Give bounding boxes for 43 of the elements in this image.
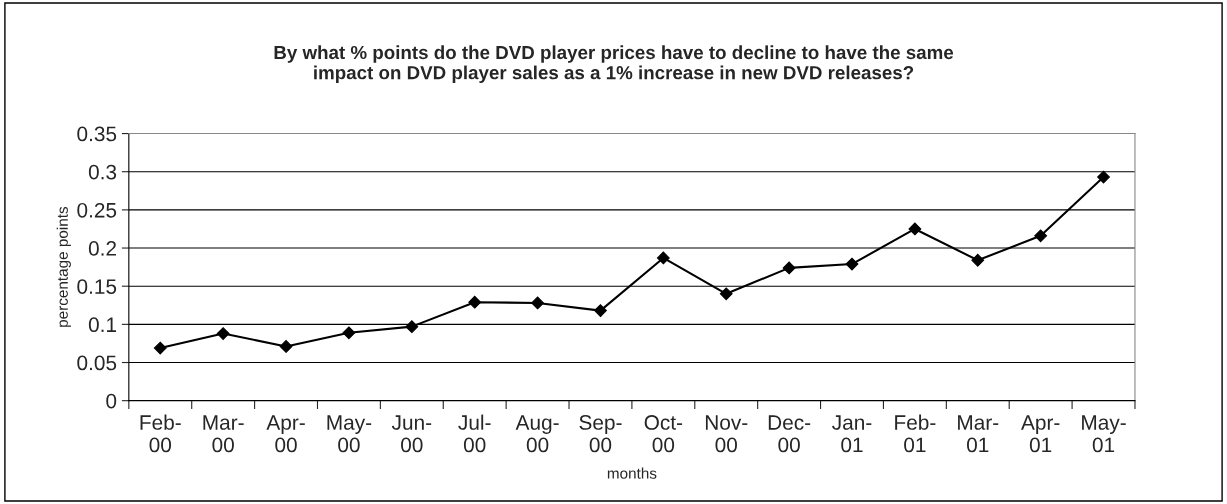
point [468,295,482,309]
point [656,251,670,265]
point [531,296,544,310]
x-tick-label: Mar- 00 [203,415,244,453]
point [594,304,607,318]
x-tick-label: Feb- 00 [140,414,181,453]
y-tick-label: 0.2 [88,241,116,256]
x-tick-label: May- 00 [327,415,372,453]
x-tick-label: Sep- 00 [579,415,622,453]
point [971,253,985,267]
point [153,341,167,355]
x-tick-label: Nov- 00 [705,415,748,453]
x-tick-label: May- 01 [1082,415,1126,453]
point [1097,170,1110,184]
point [216,327,230,340]
x-axis-title: months [607,467,657,479]
x-tick-label: Jun- 00 [391,415,432,453]
point [405,320,419,334]
x-tick-label: Aug- 00 [515,415,559,453]
point [908,222,922,236]
y-tick-label: 0.25 [77,202,117,218]
y-tick-label: 0.15 [77,279,117,294]
y-tick-label: 0.05 [77,355,117,371]
y-tick-label: 0.3 [88,164,117,180]
x-tick-label: Oct- 00 [644,415,683,453]
chart-title: By what % points do the DVD player prices have to decline to have the same impact on DVD player sales as a 1% increase in new DVD releases? [274,45,954,84]
y-tick-label: 0 [106,393,117,409]
point [1034,229,1048,243]
y-axis-title: percentage points [56,206,71,327]
x-tick-label: Apr- 00 [266,415,305,453]
x-tick-label: Feb- 01 [895,414,936,453]
point [782,261,796,275]
point [279,340,293,353]
point [719,287,733,301]
point [342,326,356,340]
x-tick-label: Apr- 01 [1021,415,1060,453]
y-tick-label: 0.1 [88,317,117,333]
y-tick-label: 0.35 [77,126,117,142]
x-tick-label: Dec- 00 [768,415,811,453]
point [845,257,859,271]
x-tick-label: Mar- 01 [958,415,999,453]
x-tick-label: Jul- 00 [458,414,491,453]
x-tick-label: Jan- 01 [832,415,872,453]
